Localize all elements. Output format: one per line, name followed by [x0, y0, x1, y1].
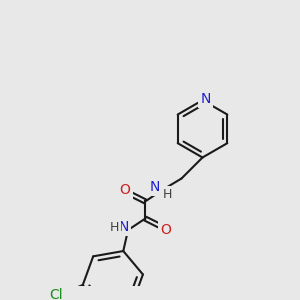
Text: O: O [160, 223, 171, 237]
Text: H: H [110, 221, 119, 234]
Text: O: O [120, 183, 130, 197]
Text: N: N [150, 180, 160, 194]
Text: Cl: Cl [49, 288, 63, 300]
Text: N: N [200, 92, 211, 106]
Text: N: N [119, 220, 129, 234]
Text: H: H [163, 188, 172, 201]
